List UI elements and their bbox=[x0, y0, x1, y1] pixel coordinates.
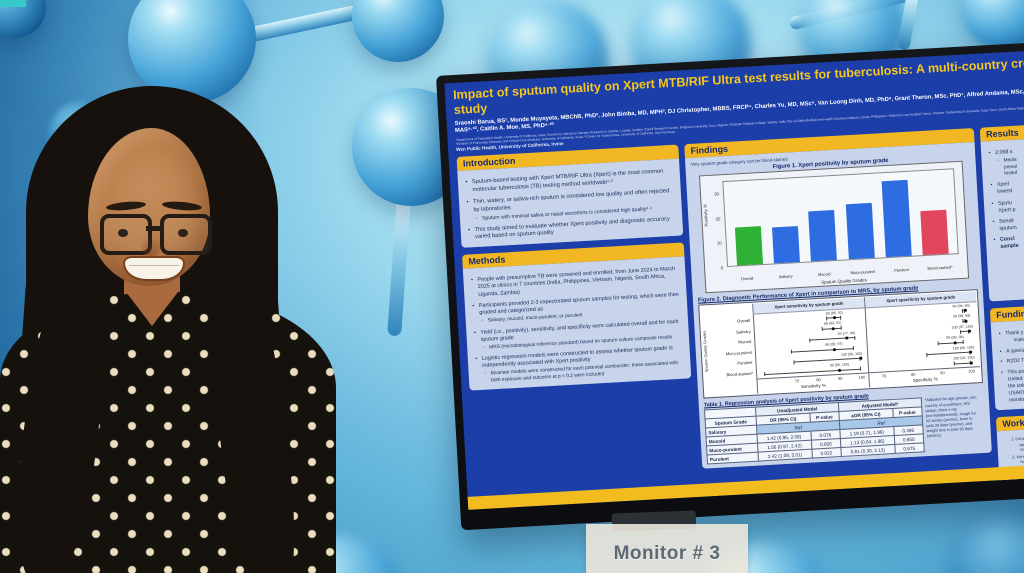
monitor-label-text: Monitor # 3 bbox=[613, 543, 721, 564]
figure1-ylabel: Positivity % bbox=[702, 204, 709, 228]
forest-category-label: Blood-stained* bbox=[726, 370, 754, 378]
bullet-line: https://ww bbox=[1021, 482, 1024, 488]
section-introduction: Introduction • Sputum-based testing with … bbox=[456, 145, 684, 248]
bar-category-label: Blood-stained* bbox=[927, 264, 953, 272]
figure1-plot bbox=[722, 168, 959, 268]
x-tick-label: 80 bbox=[816, 377, 821, 383]
figure2-panel: Xpert specificity by sputum grade 99 (98… bbox=[864, 291, 981, 388]
table1-footnote: *Adjusted for age groups, sex, country o… bbox=[924, 394, 978, 439]
section-methods: Methods • People with presumptive TB were… bbox=[462, 242, 692, 391]
molecule-sphere bbox=[352, 0, 444, 62]
bullet-line: 4. Diagnostic bbox=[1014, 488, 1024, 496]
y-tick-label: 30 bbox=[714, 191, 720, 197]
funding-body: • Thank y Implem • A specia • R2D2 TB • This pos… bbox=[990, 314, 1024, 411]
section-works-cited: Works Cited 1. Cena D, Wapproved M2018;2… bbox=[995, 409, 1024, 510]
bar bbox=[881, 179, 912, 258]
section-header-results: Results bbox=[979, 119, 1024, 143]
molecule-bond bbox=[247, 4, 361, 43]
bar-category-label: Muco-purulent bbox=[850, 268, 876, 276]
bar bbox=[771, 226, 800, 264]
monitor-label-card: Monitor # 3 bbox=[586, 524, 748, 573]
x-tick-label: 70 bbox=[881, 373, 887, 380]
x-tick-label: 100 bbox=[858, 374, 866, 381]
molecule-sphere bbox=[950, 505, 1024, 573]
y-tick-label: 10 bbox=[716, 240, 722, 246]
molecule-bond bbox=[387, 195, 411, 337]
bullet-line: • 2,068 s bbox=[988, 149, 1013, 157]
bar bbox=[845, 203, 875, 260]
bullet-line: Annex as R bbox=[1014, 489, 1024, 501]
works-cited-body: 1. Cena D, Wapproved M2018;24(11)2. Kend… bbox=[996, 423, 1024, 510]
bar-category-label: Purulent bbox=[894, 267, 909, 273]
methods-body: • People with presumptive TB were screene… bbox=[462, 256, 692, 391]
molecule-sphere bbox=[962, 0, 1024, 50]
section-header-works-cited: Works Cited bbox=[995, 409, 1024, 432]
glasses-icon bbox=[100, 214, 152, 255]
figure2-panel-body: 99 (98, 99) 99 (98, 99) 100 (97, 100) 95 (8… bbox=[866, 303, 980, 373]
poster-screen: Impact of sputum quality on Xpert MTB/RI… bbox=[444, 45, 1024, 510]
table1: Unadjusted Model Adjusted Model* Sputum Gr… bbox=[704, 397, 925, 465]
section-findings: Findings *Any sputum grade category can … bbox=[684, 128, 992, 470]
figure2-categories: Overall Salivary Mucoid Muco-purulent Purule… bbox=[708, 304, 757, 396]
section-funding: Funding • Thank y Implem • A specia • R2D2 TB •… bbox=[989, 300, 1024, 411]
x-tick-label: 100 bbox=[968, 368, 976, 375]
y-tick-label: 0 bbox=[720, 265, 724, 271]
person-smile bbox=[123, 256, 185, 281]
poster-middle-column: Findings *Any sputum grade category can … bbox=[684, 128, 996, 510]
glasses-icon bbox=[160, 214, 212, 255]
figure2-panel: Xpert sensitivity by sputum grade 89 (85… bbox=[752, 297, 870, 395]
x-tick-label: 80 bbox=[910, 372, 916, 378]
glasses-bridge bbox=[146, 226, 162, 231]
figure2-panel-body: 89 (85, 92) 88 (83, 92) 94 (77, 98) 88 (68,… bbox=[754, 309, 868, 379]
x-tick-label: 90 bbox=[940, 370, 945, 376]
x-tick-label: 70 bbox=[794, 378, 800, 384]
bar bbox=[920, 209, 950, 256]
poster-left-column: Introduction • Sputum-based testing with … bbox=[456, 145, 701, 510]
bullet-line: 1. Cena D, W bbox=[1011, 436, 1024, 442]
person-eye bbox=[118, 229, 128, 237]
results-body: • 2,068 s ◦ Media preval tested • Xpert lowest • S… bbox=[980, 133, 1024, 302]
findings-body: *Any sputum grade category can be blood-… bbox=[685, 142, 992, 470]
person-nose bbox=[141, 230, 161, 258]
section-header-funding: Funding bbox=[989, 300, 1024, 323]
bullet-line: 3. World Hea bbox=[1013, 471, 1024, 478]
figure2-forest-plot: Sputum Quality Grades Overall Salivary Muc… bbox=[698, 289, 984, 400]
bar-category-label: Mucoid bbox=[817, 271, 831, 278]
figure1-bar-chart: Positivity % 0 10 20 30 Overall Salivary Muco… bbox=[698, 161, 970, 294]
bar-category-label: Overall bbox=[740, 275, 754, 282]
molecule-sphere bbox=[128, 0, 256, 103]
x-tick-label: 90 bbox=[837, 376, 843, 382]
presenter-person bbox=[0, 80, 352, 573]
bar bbox=[734, 226, 763, 266]
section-results: Results • 2,068 s ◦ Media preval tested • Xpert… bbox=[979, 119, 1024, 302]
monitor: Impact of sputum quality on Xpert MTB/RI… bbox=[436, 36, 1024, 531]
bullet-line: Switzerland bbox=[1021, 477, 1024, 483]
bar bbox=[808, 210, 838, 262]
introduction-body: • Sputum-based testing with Xpert MTB/RIF… bbox=[457, 159, 684, 248]
y-tick-label: 20 bbox=[715, 216, 721, 222]
person-eye bbox=[178, 229, 188, 237]
bar-category-label: Salivary bbox=[778, 273, 793, 280]
teal-corner-strip bbox=[0, 0, 26, 7]
